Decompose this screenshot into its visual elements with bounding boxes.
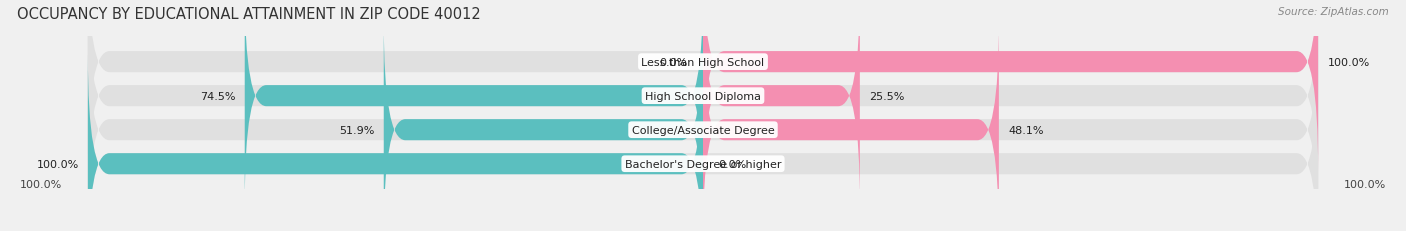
Text: 0.0%: 0.0% <box>659 57 688 67</box>
FancyBboxPatch shape <box>703 22 998 231</box>
FancyBboxPatch shape <box>245 0 703 204</box>
Text: College/Associate Degree: College/Associate Degree <box>631 125 775 135</box>
Text: 48.1%: 48.1% <box>1008 125 1043 135</box>
FancyBboxPatch shape <box>703 0 860 204</box>
Text: 74.5%: 74.5% <box>200 91 236 101</box>
FancyBboxPatch shape <box>87 0 1319 204</box>
FancyBboxPatch shape <box>87 22 1319 231</box>
Text: OCCUPANCY BY EDUCATIONAL ATTAINMENT IN ZIP CODE 40012: OCCUPANCY BY EDUCATIONAL ATTAINMENT IN Z… <box>17 7 481 22</box>
FancyBboxPatch shape <box>87 56 703 231</box>
FancyBboxPatch shape <box>87 56 1319 231</box>
FancyBboxPatch shape <box>87 0 1319 170</box>
Text: Bachelor's Degree or higher: Bachelor's Degree or higher <box>624 159 782 169</box>
Text: 100.0%: 100.0% <box>1327 57 1369 67</box>
Text: 100.0%: 100.0% <box>20 179 62 189</box>
Text: High School Diploma: High School Diploma <box>645 91 761 101</box>
Text: 25.5%: 25.5% <box>869 91 904 101</box>
Text: 0.0%: 0.0% <box>718 159 747 169</box>
Text: Source: ZipAtlas.com: Source: ZipAtlas.com <box>1278 7 1389 17</box>
Text: 51.9%: 51.9% <box>339 125 374 135</box>
Text: Less than High School: Less than High School <box>641 57 765 67</box>
Text: 100.0%: 100.0% <box>1344 179 1386 189</box>
Text: 100.0%: 100.0% <box>37 159 79 169</box>
FancyBboxPatch shape <box>703 0 1319 170</box>
FancyBboxPatch shape <box>384 22 703 231</box>
